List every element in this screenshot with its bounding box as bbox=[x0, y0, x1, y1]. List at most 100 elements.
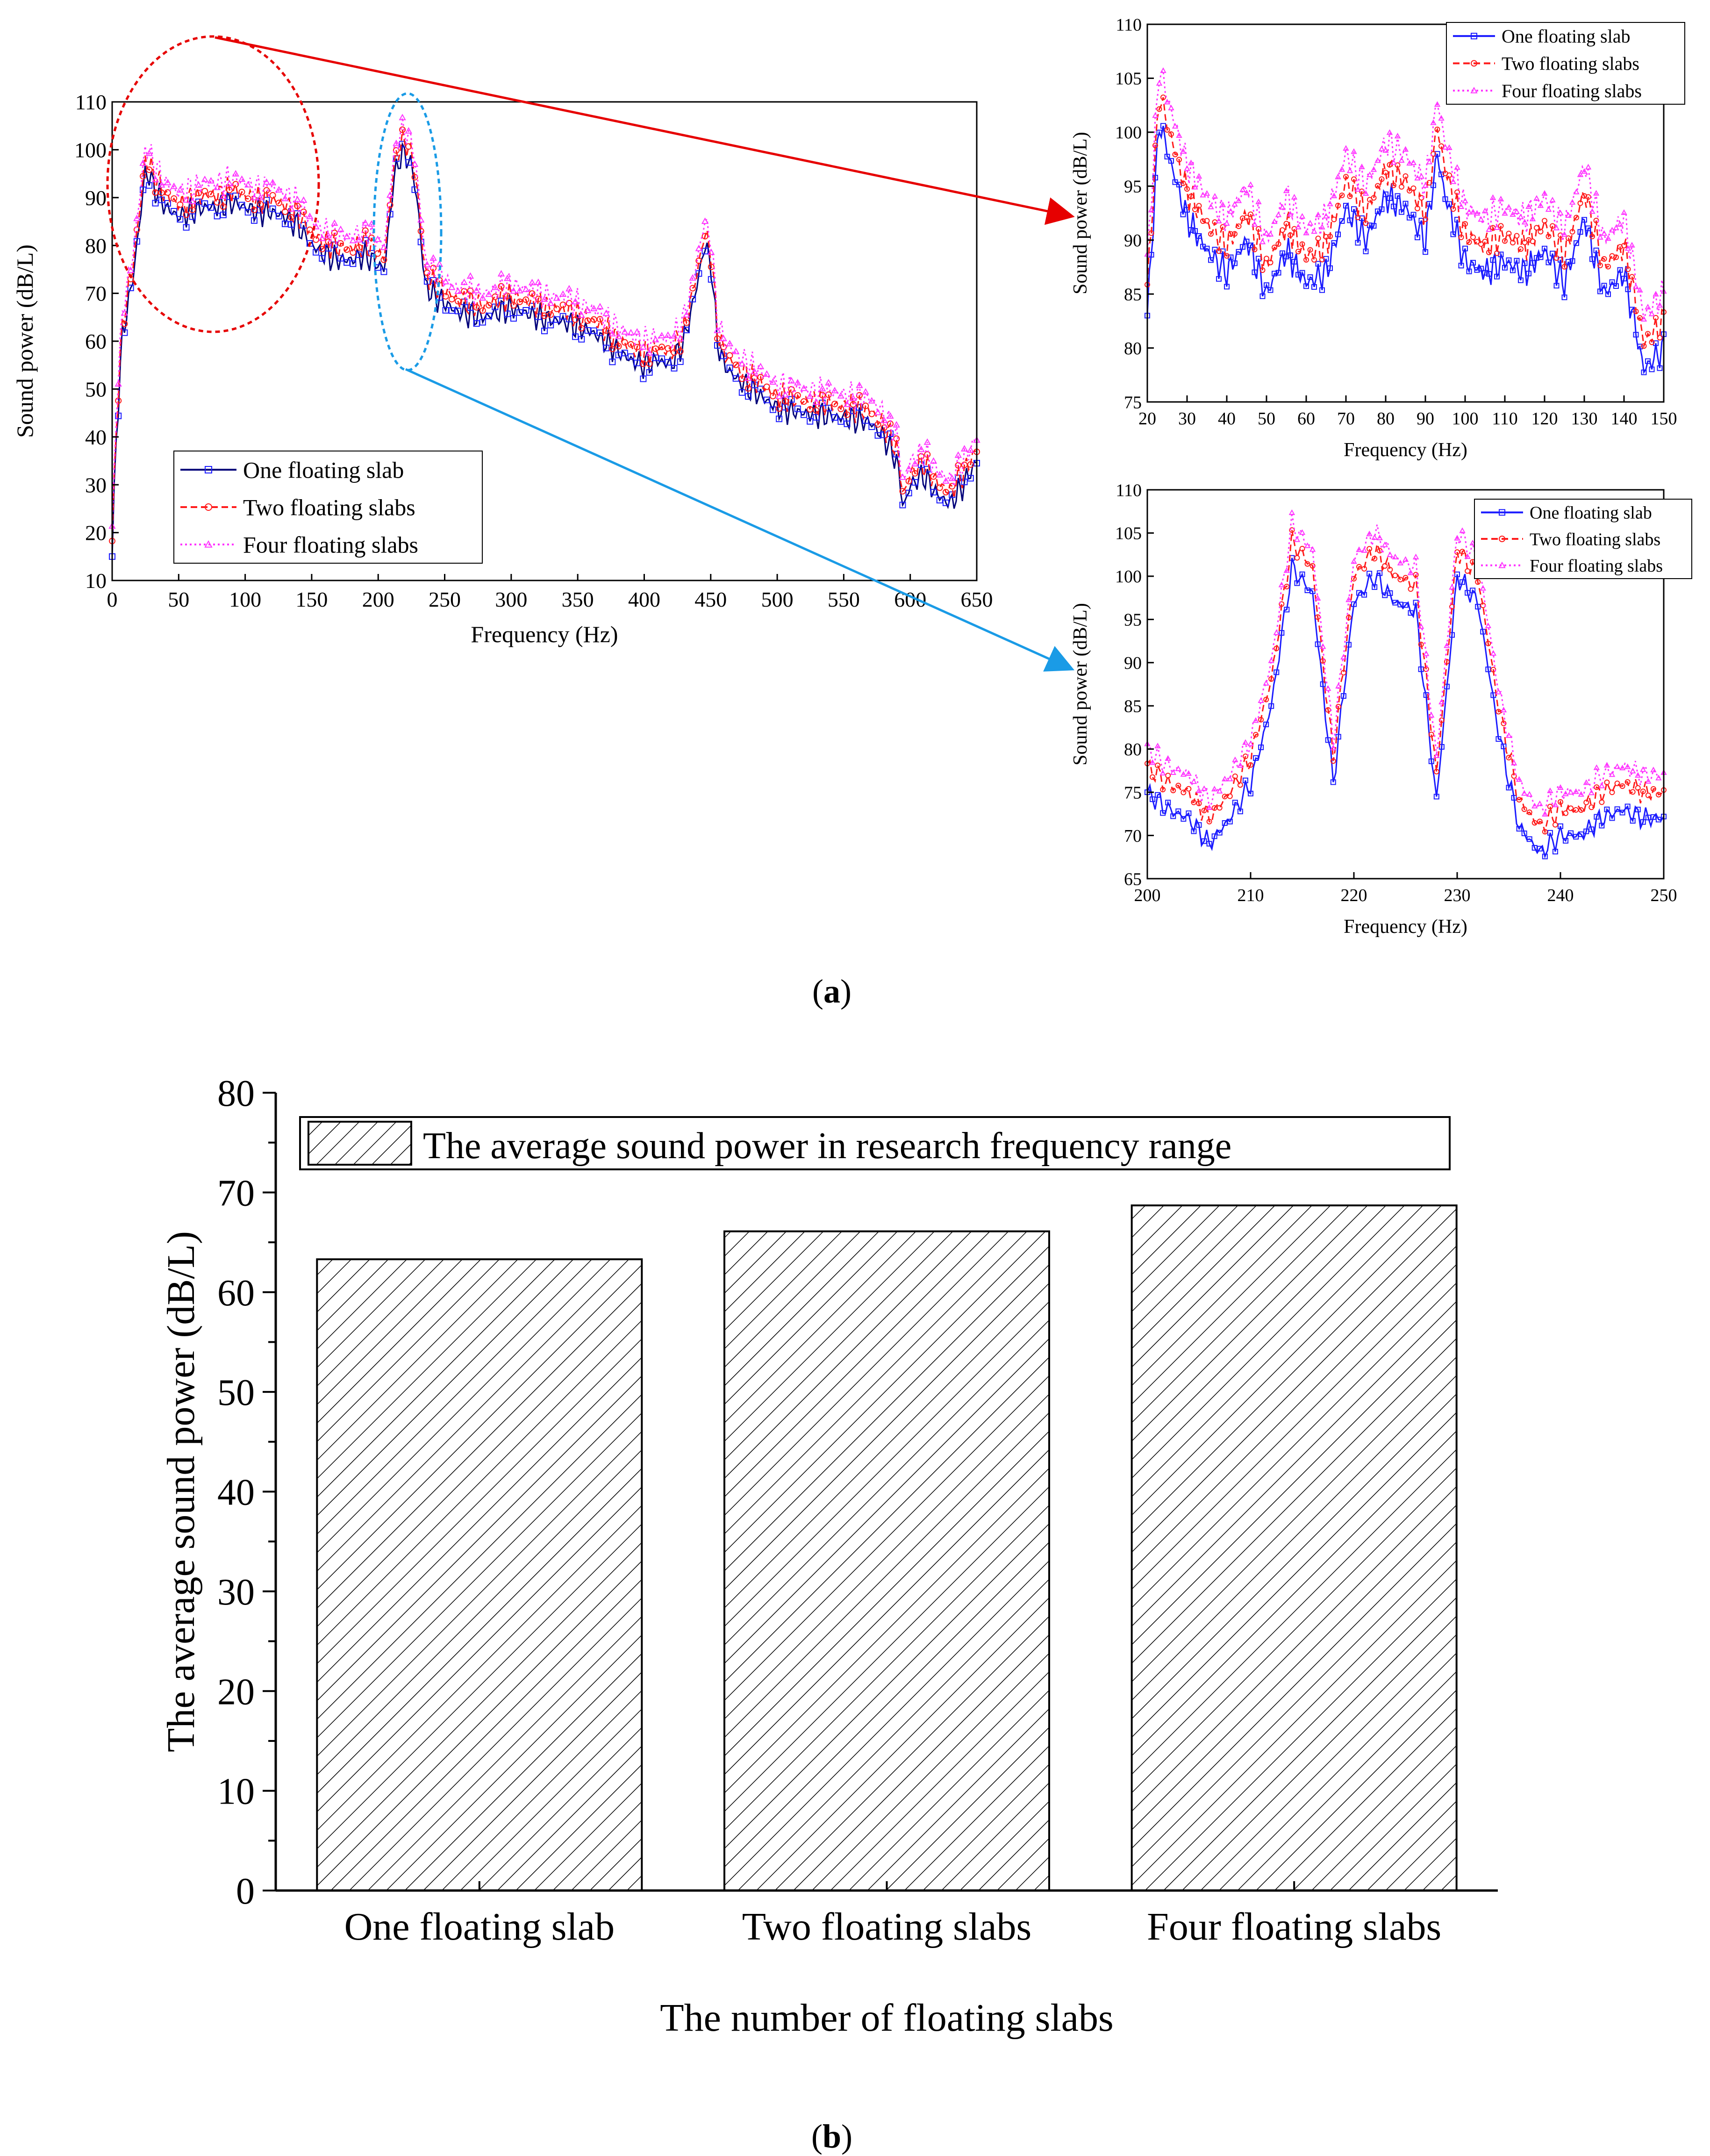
series-2-marker bbox=[1486, 250, 1492, 256]
series-2-marker bbox=[924, 451, 931, 458]
series-1-marker bbox=[1363, 248, 1369, 254]
series-3-marker bbox=[293, 196, 301, 202]
series-1-marker bbox=[1506, 257, 1512, 263]
series-3-marker bbox=[1367, 171, 1373, 177]
series-1-marker bbox=[319, 255, 326, 262]
series-1-marker bbox=[590, 327, 597, 334]
series-1-marker bbox=[1585, 225, 1591, 231]
series-3-marker bbox=[683, 311, 690, 318]
series-3-marker bbox=[596, 303, 604, 309]
series-2-marker bbox=[862, 402, 869, 409]
series-3-marker bbox=[1613, 224, 1619, 230]
series-3-marker bbox=[121, 309, 129, 316]
series-3-marker bbox=[1593, 190, 1600, 196]
series-3-marker bbox=[1299, 529, 1306, 535]
series-1-marker bbox=[1204, 245, 1210, 251]
series-3-marker bbox=[1216, 217, 1222, 223]
series-3-marker bbox=[1216, 788, 1223, 794]
series-3-marker bbox=[1462, 197, 1468, 204]
series-2-marker bbox=[955, 462, 962, 469]
series-2-marker bbox=[1583, 799, 1589, 805]
legend-marker-2 bbox=[1499, 536, 1505, 542]
series-1-marker bbox=[776, 415, 783, 423]
series-2-marker bbox=[695, 257, 702, 264]
series-2-marker bbox=[1319, 257, 1325, 263]
series-3-marker bbox=[528, 279, 536, 286]
legend-label-2: Two floating slabs bbox=[243, 494, 415, 521]
series-1-marker bbox=[1645, 815, 1651, 821]
series-3-marker bbox=[1325, 685, 1331, 691]
series-3-marker bbox=[1392, 553, 1399, 559]
series-1-marker bbox=[1506, 785, 1512, 791]
series-1-marker bbox=[1597, 288, 1603, 294]
series-1-marker bbox=[189, 213, 196, 220]
y-tick-label: 90 bbox=[1124, 231, 1142, 251]
series-3-marker bbox=[324, 232, 332, 239]
series-3-marker bbox=[164, 179, 172, 186]
series-2-marker bbox=[905, 478, 912, 485]
series-2-marker bbox=[343, 246, 351, 253]
series-3-marker bbox=[1650, 766, 1657, 773]
series-1-marker bbox=[1547, 830, 1553, 836]
series-1-marker bbox=[244, 209, 251, 216]
series-1-marker bbox=[1621, 276, 1627, 282]
series-2-marker bbox=[1252, 246, 1258, 252]
series-1-marker bbox=[609, 358, 616, 365]
series-3-marker bbox=[1549, 197, 1556, 203]
series-3-marker bbox=[850, 394, 857, 401]
series-1-marker bbox=[473, 320, 480, 327]
series-3-marker bbox=[1200, 192, 1206, 198]
series-2-marker bbox=[1637, 315, 1643, 321]
series-2-marker bbox=[1485, 640, 1491, 646]
series-1-marker bbox=[1518, 277, 1524, 283]
series-1-marker bbox=[510, 315, 517, 322]
series-1-marker bbox=[1343, 203, 1349, 209]
series-1-marker bbox=[1635, 807, 1641, 813]
series-1-marker bbox=[1356, 590, 1362, 596]
series-3-marker bbox=[281, 194, 289, 201]
series-2-marker bbox=[1165, 773, 1171, 779]
x-tick-label: 50 bbox=[1258, 409, 1275, 429]
series-3-marker bbox=[1517, 214, 1524, 220]
series-3-marker bbox=[151, 176, 159, 182]
series-3-marker bbox=[1442, 143, 1449, 150]
series-2-marker bbox=[1275, 241, 1281, 247]
y-tick-label: 60 bbox=[85, 329, 107, 353]
series-2-marker bbox=[1284, 584, 1290, 590]
series-2-marker bbox=[516, 298, 523, 305]
series-3-marker bbox=[1637, 287, 1643, 293]
series-2-marker bbox=[949, 483, 956, 490]
series-3-marker bbox=[331, 219, 338, 226]
series-3-marker bbox=[1497, 195, 1504, 201]
series-1-marker bbox=[1248, 790, 1253, 796]
series-2-marker bbox=[1170, 788, 1176, 794]
series-2-marker bbox=[386, 201, 394, 208]
series-2-marker bbox=[751, 374, 758, 381]
series-3-marker bbox=[1531, 802, 1538, 809]
series-2-marker bbox=[1574, 215, 1579, 221]
series-1-marker bbox=[1367, 571, 1373, 577]
series-3-marker bbox=[1279, 204, 1286, 210]
series-3-marker bbox=[1402, 146, 1409, 152]
series-3-marker bbox=[1314, 595, 1321, 601]
series-1-marker bbox=[1545, 259, 1552, 265]
series-2-marker bbox=[708, 263, 715, 270]
zoom-chart-20-150hz: 20 30 40 50 60 70 80 90 100 110 120 130 140 150 75 80 85… bbox=[1070, 15, 1685, 461]
series-3-marker bbox=[1319, 223, 1325, 229]
series-2-marker bbox=[1244, 215, 1250, 221]
series-2-marker bbox=[1323, 234, 1329, 240]
series-2-marker bbox=[621, 339, 628, 346]
series-3-marker bbox=[936, 471, 944, 478]
series-2-marker bbox=[1351, 176, 1357, 182]
series-1-marker bbox=[1614, 806, 1620, 812]
series-3-marker bbox=[1653, 291, 1659, 297]
series-1-marker bbox=[1240, 244, 1245, 250]
legend-label-2: Two floating slabs bbox=[1530, 530, 1660, 549]
series-2-marker bbox=[578, 325, 585, 332]
series-1-marker bbox=[207, 204, 215, 211]
series-2-marker bbox=[1466, 239, 1472, 245]
series-1-marker bbox=[745, 393, 752, 400]
series-2-marker bbox=[467, 287, 474, 294]
series-1-marker bbox=[1581, 217, 1587, 223]
series-2-marker bbox=[1263, 696, 1269, 702]
